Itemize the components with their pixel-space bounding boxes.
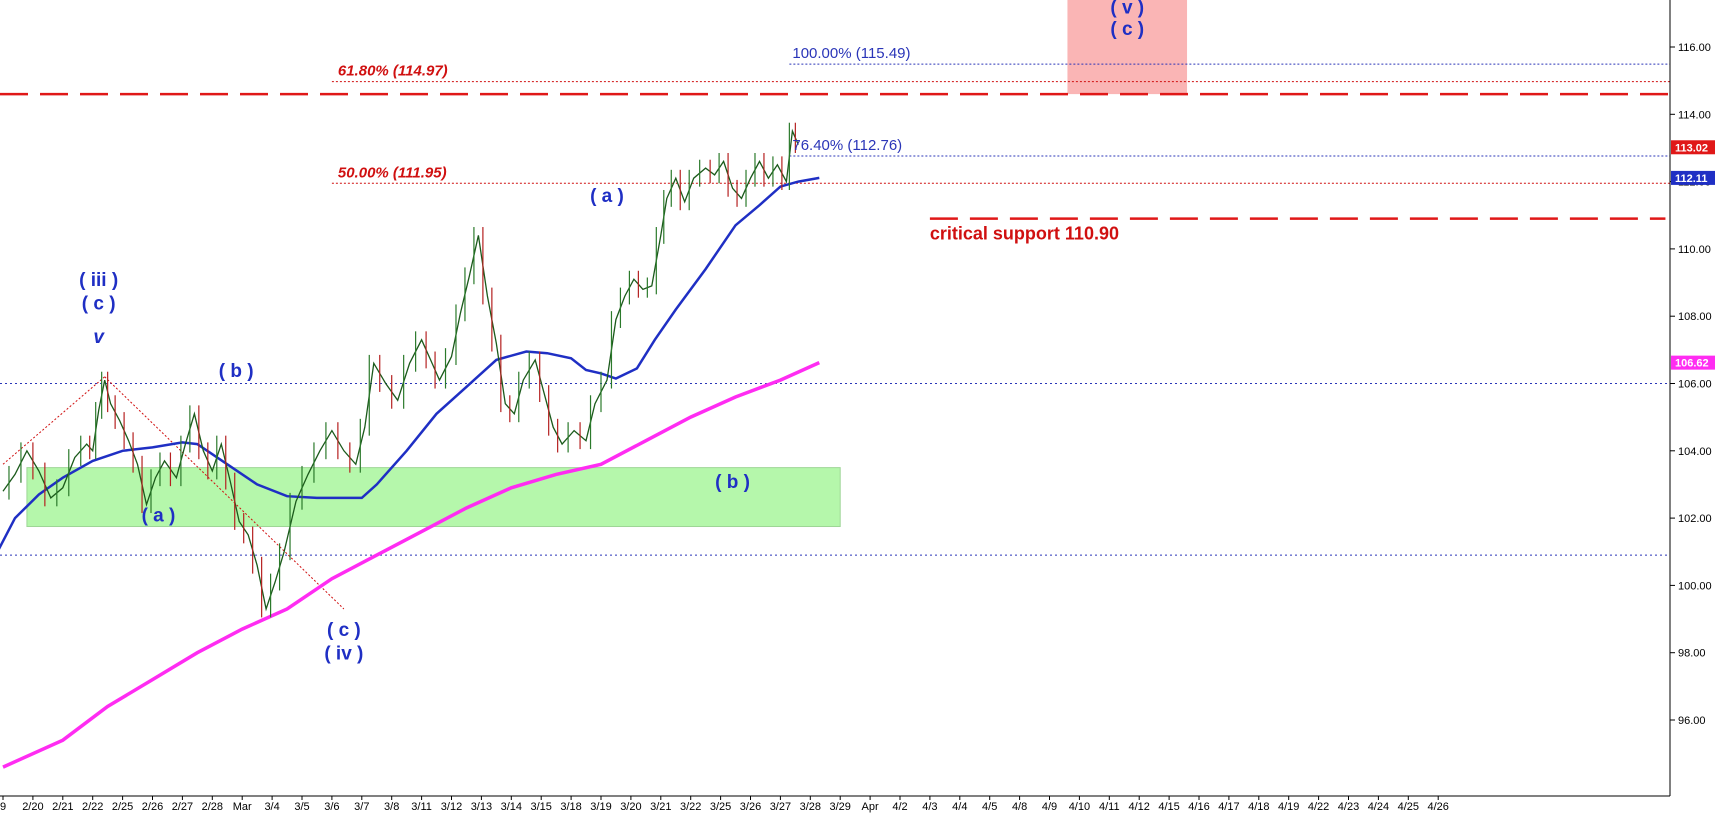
y-tick-label: 114.00 [1678, 109, 1711, 121]
wave-label: ( iii ) [79, 270, 118, 291]
x-tick-label: 4/18 [1248, 801, 1269, 813]
fib-level-label: 76.40% (112.76) [792, 137, 902, 154]
x-tick-label: 4/17 [1218, 801, 1239, 813]
x-tick-label: 2/26 [142, 801, 163, 813]
x-tick-label: 4/5 [982, 801, 997, 813]
blue-moving-average [0, 176, 820, 550]
x-tick-label: 3/27 [770, 801, 791, 813]
x-tick-label: 4/4 [952, 801, 967, 813]
price-badge-label: 113.02 [1675, 142, 1708, 154]
wave-label: ( b ) [219, 361, 254, 382]
fib-level-label: 100.00% (115.49) [792, 45, 910, 62]
x-tick-label: 4/11 [1099, 801, 1120, 813]
x-tick-label: 2/25 [112, 801, 133, 813]
x-tick-label: 3/28 [800, 801, 821, 813]
x-tick-label: 3/15 [530, 801, 551, 813]
x-tick-label: 4/2 [892, 801, 907, 813]
x-tick-label: 3/20 [620, 801, 641, 813]
x-tick-label: 4/19 [1278, 801, 1299, 813]
y-tick-label: 98.00 [1678, 648, 1706, 660]
y-tick-label: 104.00 [1678, 446, 1712, 458]
wave-label: v [93, 327, 105, 348]
wave-label: ( c ) [327, 620, 361, 641]
x-tick-label: 3/6 [324, 801, 339, 813]
x-tick-label: 4/10 [1069, 801, 1090, 813]
price-badge [1671, 170, 1715, 185]
critical-support-label: critical support 110.90 [930, 224, 1119, 244]
price-badge-label: 112.11 [1675, 173, 1707, 185]
x-tick-label: 9 [0, 801, 6, 813]
x-tick-label: 3/5 [294, 801, 309, 813]
x-tick-label: 3/12 [441, 801, 462, 813]
target-zone-red [1067, 0, 1188, 95]
wave-label: ( c ) [1110, 19, 1144, 40]
x-tick-label: 3/18 [560, 801, 581, 813]
price-line [2, 128, 799, 612]
wave-label: ( b ) [715, 472, 750, 493]
wave-label: ( a ) [142, 505, 176, 526]
x-tick-label: 4/22 [1308, 801, 1329, 813]
x-tick-label: 3/14 [501, 801, 522, 813]
y-tick-label: 100.00 [1678, 580, 1712, 592]
x-tick-label: 3/13 [471, 801, 492, 813]
x-tick-label: 4/12 [1128, 801, 1149, 813]
x-tick-label: 4/9 [1042, 801, 1057, 813]
x-tick-label: 3/11 [411, 801, 432, 813]
wave-label: ( c ) [82, 293, 116, 314]
x-tick-label: 4/8 [1012, 801, 1027, 813]
wave-label: ( a ) [590, 186, 624, 207]
y-tick-label: 106.00 [1678, 379, 1712, 391]
x-tick-label: 2/27 [172, 801, 193, 813]
x-tick-label: 4/3 [922, 801, 937, 813]
x-tick-label: 3/22 [680, 801, 701, 813]
y-tick-label: 110.00 [1678, 244, 1711, 256]
x-tick-label: 2/21 [52, 801, 73, 813]
y-tick-label: 108.00 [1678, 311, 1712, 323]
x-tick-label: 4/23 [1338, 801, 1359, 813]
x-tick-label: 3/29 [829, 801, 850, 813]
x-tick-label: 3/26 [740, 801, 761, 813]
magenta-moving-average [2, 361, 821, 769]
x-tick-label: 4/15 [1158, 801, 1179, 813]
x-tick-label: 4/26 [1427, 801, 1448, 813]
x-tick-label: 4/16 [1188, 801, 1209, 813]
x-tick-label: 3/8 [384, 801, 399, 813]
wave-label: ( v ) [1110, 0, 1144, 18]
y-tick-label: 116.00 [1678, 42, 1711, 54]
y-tick-label: 102.00 [1678, 513, 1712, 525]
x-tick-label: Mar [233, 801, 252, 813]
price-badge [1671, 355, 1715, 370]
x-tick-label: 2/28 [202, 801, 223, 813]
x-tick-label: 4/24 [1368, 801, 1389, 813]
x-tick-label: 3/7 [354, 801, 369, 813]
x-tick-label: 3/21 [650, 801, 671, 813]
support-zone-green [26, 467, 841, 528]
x-tick-label: 3/4 [264, 801, 279, 813]
x-tick-label: 3/19 [590, 801, 611, 813]
x-tick-label: 4/25 [1398, 801, 1419, 813]
price-badge [1671, 140, 1715, 155]
x-tick-label: 3/25 [710, 801, 731, 813]
wave-label: ( iv ) [324, 643, 363, 664]
price-badge-label: 106.62 [1675, 358, 1709, 370]
x-tick-label: 2/20 [22, 801, 43, 813]
x-tick-label: 2/22 [82, 801, 103, 813]
x-tick-label: Apr [862, 801, 879, 813]
y-tick-label: 96.00 [1678, 715, 1706, 727]
fib-level-label: 61.80% (114.97) [338, 63, 448, 80]
fib-level-label: 50.00% (111.95) [338, 164, 447, 181]
wave-trendline [104, 376, 345, 610]
